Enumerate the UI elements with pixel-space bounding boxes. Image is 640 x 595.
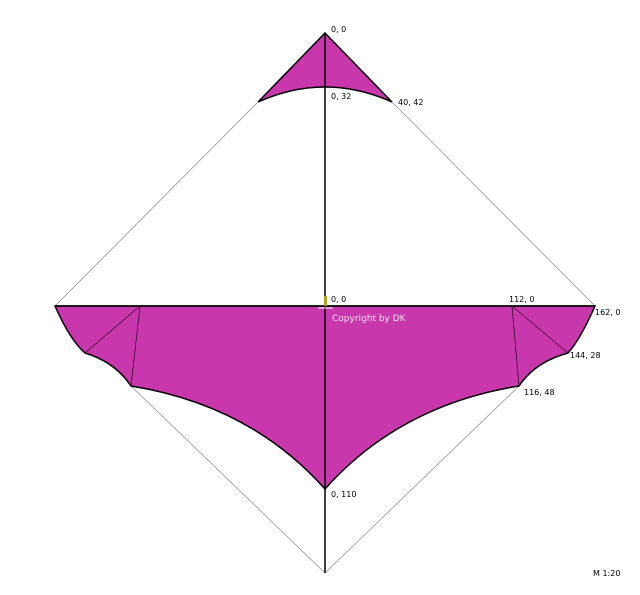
origin-marker xyxy=(324,296,327,306)
copyright-text: Copyright by DK xyxy=(332,314,407,324)
label-top-right-corner: 40, 42 xyxy=(398,98,423,107)
label-right-lower-corner: 116, 48 xyxy=(524,388,555,397)
scale-label: M 1:20 xyxy=(593,569,620,578)
label-top-apex: 0, 0 xyxy=(331,25,346,34)
label-bottom-center: 0, 110 xyxy=(331,490,356,499)
seam-right-1 xyxy=(511,305,569,354)
seam-left-2 xyxy=(130,305,141,387)
seam-right-2 xyxy=(511,305,520,387)
seam-left-1 xyxy=(84,305,141,354)
label-right-scallop: 144, 28 xyxy=(570,351,601,360)
label-origin: 0, 0 xyxy=(331,295,346,304)
guide-line-upper-left xyxy=(54,101,259,307)
label-top-arc-center: 0, 32 xyxy=(331,92,351,101)
guide-line-lower-left xyxy=(130,385,326,574)
guide-line-upper-right xyxy=(391,101,596,307)
guide-line-lower-right xyxy=(324,385,520,574)
label-right-tip: 162, 0 xyxy=(595,308,620,317)
label-spar-point: 112, 0 xyxy=(509,295,534,304)
